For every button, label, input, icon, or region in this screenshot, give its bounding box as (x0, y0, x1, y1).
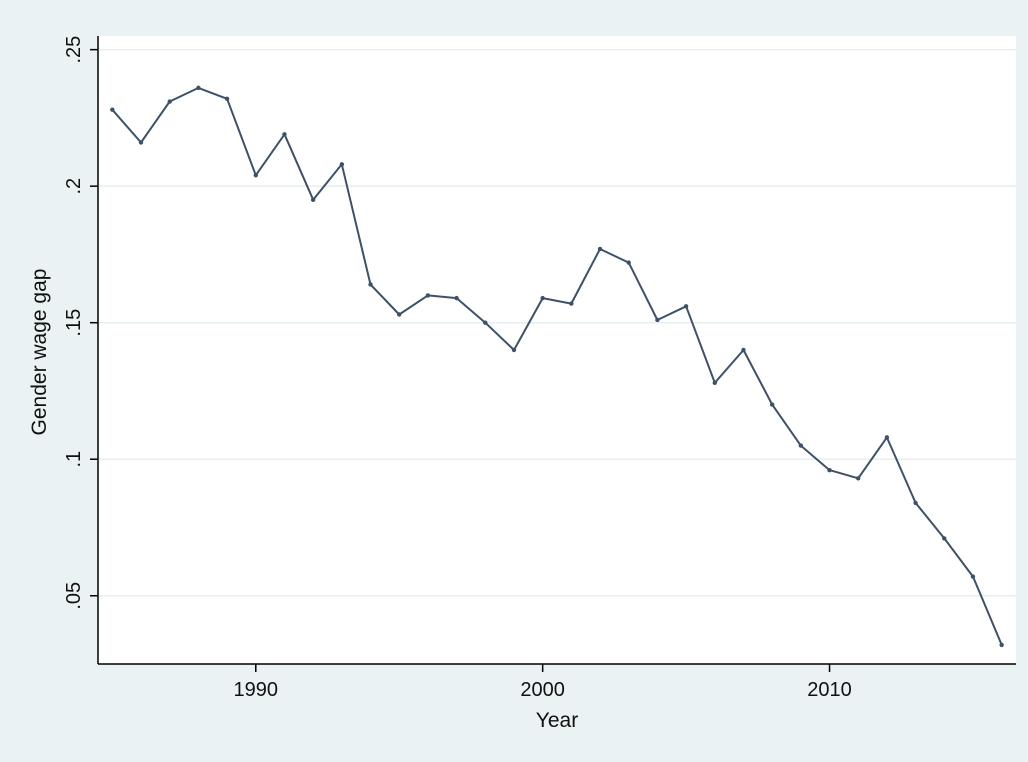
data-point (167, 99, 172, 104)
data-point (310, 197, 316, 203)
y-tick-label: .2 (63, 178, 85, 195)
data-point (224, 96, 230, 102)
data-point (884, 435, 890, 440)
data-point (196, 85, 201, 91)
data-point (138, 140, 144, 145)
x-tick-label: 2010 (807, 679, 852, 701)
data-point (597, 246, 603, 252)
data-point (741, 347, 746, 353)
x-axis-title: Year (536, 709, 578, 732)
data-point (999, 642, 1004, 648)
data-point (397, 312, 402, 317)
data-point (368, 282, 373, 287)
data-point (769, 402, 775, 407)
y-tick-label: .05 (63, 582, 85, 610)
data-point (798, 443, 804, 448)
y-tick-label: .15 (63, 309, 85, 337)
data-point (970, 574, 976, 579)
x-tick-label: 2000 (520, 679, 565, 701)
data-point (511, 347, 517, 353)
data-point (827, 467, 832, 473)
data-point (913, 500, 918, 506)
y-axis-title: Gender wage gap (28, 269, 51, 436)
data-point (626, 260, 631, 265)
data-point (253, 173, 258, 178)
data-point (856, 476, 861, 481)
x-tick-label: 1990 (234, 679, 279, 701)
data-point (683, 304, 689, 309)
series-line (111, 86, 1003, 646)
y-tick-label: .25 (63, 36, 85, 64)
data-point (425, 293, 431, 298)
tick-labels: .05 .1 .15 .2 .25 1990 2000 2010 (63, 36, 852, 701)
data-point (540, 295, 545, 301)
axes (90, 36, 1016, 672)
y-tick-label: .1 (63, 451, 85, 468)
data-point (942, 536, 947, 541)
data-point (339, 162, 345, 167)
data-point (282, 132, 287, 137)
plot-area (98, 36, 1016, 664)
data-point (110, 107, 115, 112)
data-point (483, 320, 488, 325)
data-point (569, 301, 574, 306)
series-layer (110, 85, 1004, 648)
grid-lines (98, 48, 1016, 597)
data-point (712, 380, 717, 385)
data-point (655, 317, 660, 323)
data-point (454, 295, 459, 301)
